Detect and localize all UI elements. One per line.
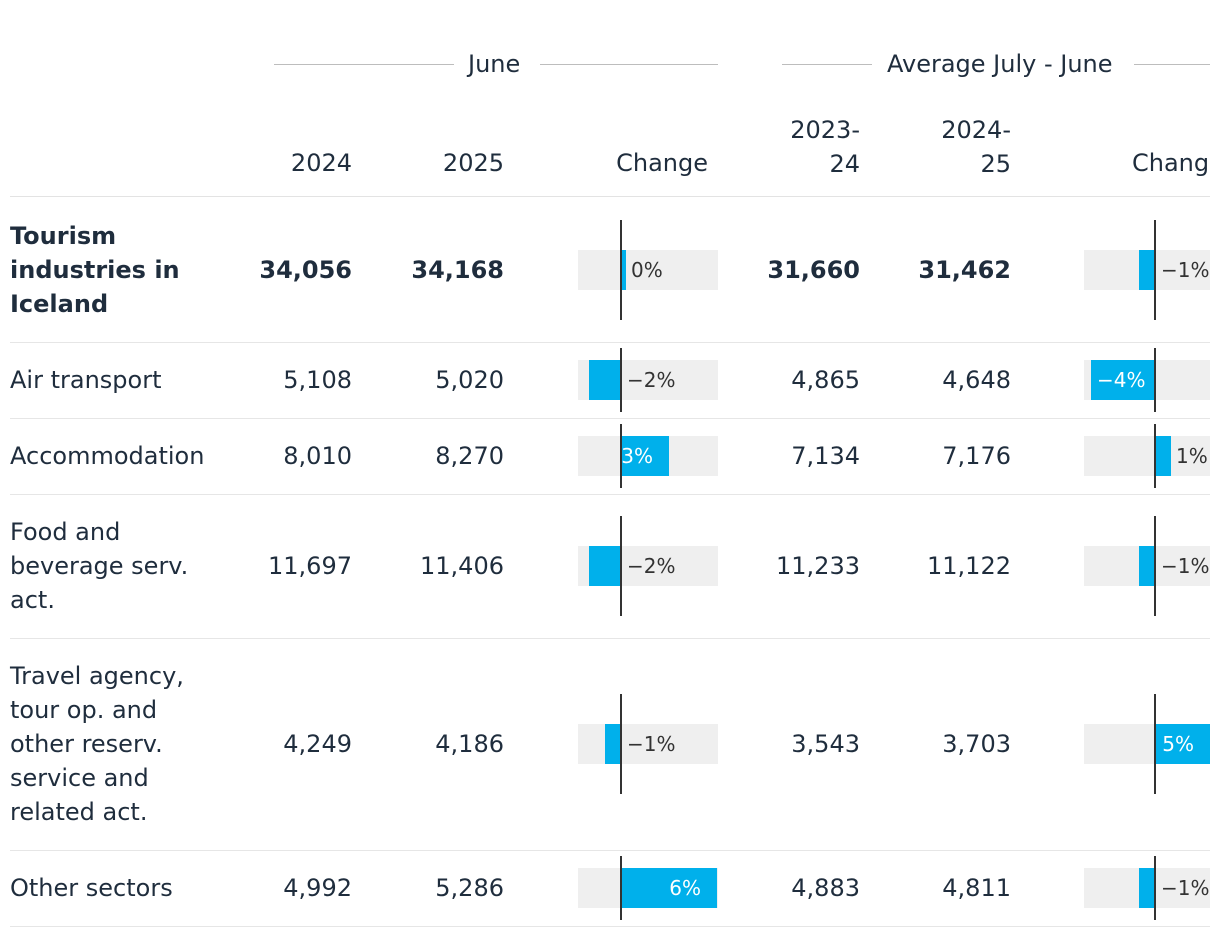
avg-change-bar: [1139, 546, 1155, 586]
value-avg-2024-25: 31,462: [918, 256, 1011, 284]
value-avg-2023-24: 3,543: [791, 730, 860, 758]
row-label: Other sectors: [10, 874, 173, 902]
value-june-2025: 5,286: [435, 874, 504, 902]
avg-change-zero-axis: [1154, 516, 1156, 616]
avg-change-bar: [1155, 436, 1171, 476]
value-june-2024: 4,249: [283, 730, 352, 758]
group-rule-right: [1134, 64, 1210, 65]
avg-change-label: 1%: [1176, 444, 1208, 468]
june-change-bar: [589, 546, 621, 586]
row-label: Accommodation: [10, 442, 205, 470]
group-rule-right: [540, 64, 718, 65]
row-divider: [10, 926, 1210, 927]
col-head-june-2024: 2024: [290, 149, 352, 177]
june-change-label: 3%: [621, 444, 653, 468]
avg-change-track: [1084, 436, 1210, 476]
june-change-bar: [621, 250, 626, 290]
value-june-2025: 34,168: [411, 256, 504, 284]
row-divider: [10, 342, 1210, 343]
avg-change-label: 5%: [1162, 732, 1194, 756]
june-change-zero-axis: [620, 424, 622, 488]
value-avg-2023-24: 4,865: [791, 366, 860, 394]
june-change-zero-axis: [620, 694, 622, 794]
col-head-june-2025: 2025: [442, 149, 504, 177]
value-avg-2024-25: 7,176: [942, 442, 1011, 470]
june-change-bar: [621, 868, 717, 908]
avg-change-label: −1%: [1161, 876, 1210, 900]
value-avg-2024-25: 4,811: [942, 874, 1011, 902]
value-avg-2023-24: 11,233: [776, 552, 860, 580]
avg-change-bar: [1091, 360, 1155, 400]
june-change-bar: [589, 360, 621, 400]
row-label: Air transport: [10, 366, 162, 394]
value-avg-2024-25: 3,703: [942, 730, 1011, 758]
avg-change-zero-axis: [1154, 694, 1156, 794]
avg-change-zero-axis: [1154, 856, 1156, 920]
row-divider: [10, 850, 1210, 851]
june-change-zero-axis: [620, 220, 622, 320]
june-change-zero-axis: [620, 348, 622, 412]
value-june-2024: 34,056: [259, 256, 352, 284]
value-june-2024: 4,992: [283, 874, 352, 902]
avg-change-zero-axis: [1154, 424, 1156, 488]
value-avg-2024-25: 4,648: [942, 366, 1011, 394]
value-avg-2023-24: 4,883: [791, 874, 860, 902]
june-change-bar: [621, 436, 669, 476]
avg-change-label: −4%: [1097, 368, 1146, 392]
group-rule-left: [274, 64, 454, 65]
value-june-2025: 8,270: [435, 442, 504, 470]
value-avg-2024-25: 11,122: [927, 552, 1011, 580]
value-june-2024: 11,697: [268, 552, 352, 580]
avg-change-bar: [1155, 724, 1210, 764]
june-change-label: 6%: [669, 876, 701, 900]
june-change-label: −2%: [627, 554, 676, 578]
row-divider: [10, 418, 1210, 419]
june-change-zero-axis: [620, 516, 622, 616]
group-title-june: June: [468, 50, 521, 78]
avg-change-bar: [1139, 868, 1155, 908]
june-change-zero-axis: [620, 856, 622, 920]
row-label: Food and beverage serv. act.: [10, 518, 189, 614]
value-june-2024: 5,108: [283, 366, 352, 394]
row-label: Tourism industries in Iceland: [10, 222, 180, 318]
june-change-track: [578, 724, 718, 764]
avg-change-label: −1%: [1161, 258, 1210, 282]
col-head-avg-2023-24: 2023- 24: [790, 116, 860, 178]
value-june-2025: 5,020: [435, 366, 504, 394]
header-divider: [10, 196, 1210, 197]
june-change-label: −2%: [627, 368, 676, 392]
value-avg-2023-24: 31,660: [767, 256, 860, 284]
col-head-avg-2024-25: 2024- 25: [941, 116, 1011, 178]
col-head-june-change: Change: [616, 149, 708, 177]
avg-change-bar: [1139, 250, 1155, 290]
group-title-average: Average July - June: [887, 50, 1113, 78]
value-june-2024: 8,010: [283, 442, 352, 470]
value-avg-2023-24: 7,134: [791, 442, 860, 470]
june-change-label: −1%: [627, 732, 676, 756]
avg-change-label: −1%: [1161, 554, 1210, 578]
avg-change-zero-axis: [1154, 348, 1156, 412]
row-label: Travel agency, tour op. and other reserv…: [10, 662, 184, 826]
value-june-2025: 4,186: [435, 730, 504, 758]
col-head-avg-change: Change: [1132, 149, 1210, 177]
june-change-label: 0%: [631, 258, 663, 282]
avg-change-zero-axis: [1154, 220, 1156, 320]
june-change-track: [578, 250, 718, 290]
row-divider: [10, 638, 1210, 639]
row-divider: [10, 494, 1210, 495]
value-june-2025: 11,406: [420, 552, 504, 580]
june-change-bar: [605, 724, 621, 764]
group-rule-left: [782, 64, 872, 65]
